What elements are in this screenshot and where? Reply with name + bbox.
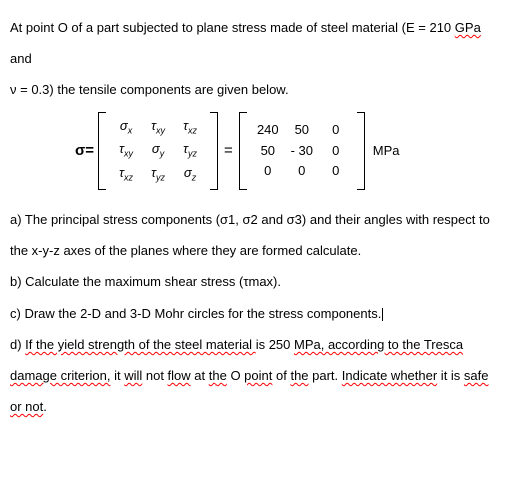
sym-11: σy — [142, 139, 174, 162]
sym-20: τxz — [110, 163, 142, 186]
equals-sign: = — [218, 143, 239, 160]
question-d-line3: or not. — [10, 391, 502, 422]
num-12: 0 — [319, 141, 353, 161]
num-00: 240 — [251, 120, 285, 140]
num-10: 50 — [251, 141, 285, 161]
numeric-matrix: 240 50 0 50 - 30 0 0 0 0 — [247, 116, 357, 185]
num-20: 0 — [251, 161, 285, 181]
text-cursor — [382, 308, 383, 321]
sym-01: τxy — [142, 116, 174, 139]
gpa-text: GPa — [455, 20, 481, 35]
num-21: 0 — [285, 161, 319, 181]
intro-line1b: and — [10, 51, 32, 66]
question-a-line2: the x-y-z axes of the planes where they … — [10, 235, 502, 266]
num-02: 0 — [319, 120, 353, 140]
sym-22: σz — [174, 163, 206, 186]
right-bracket-2 — [357, 112, 365, 190]
left-bracket-2 — [239, 112, 247, 190]
stress-matrix-equation: σ= σx τxy τxz τxy σy τyz τxz τyz σz = 24… — [10, 112, 502, 190]
intro-line1a: At point O of a part subjected to plane … — [10, 20, 455, 35]
question-d-line1: d) If the yield strength of the steel ma… — [10, 329, 502, 360]
question-b: b) Calculate the maximum shear stress (τ… — [10, 266, 502, 297]
sym-10: τxy — [110, 139, 142, 162]
num-11: - 30 — [285, 141, 319, 161]
intro-line2: ν = 0.3) the tensile components are give… — [10, 74, 502, 105]
sigma-equals: σ= — [75, 143, 98, 160]
num-01: 50 — [285, 120, 319, 140]
question-a-line1: a) The principal stress components (σ1, … — [10, 204, 502, 235]
sym-02: τxz — [174, 116, 206, 139]
intro-paragraph: At point O of a part subjected to plane … — [10, 12, 502, 74]
matrix-unit: MPa — [365, 144, 400, 158]
right-bracket-1 — [210, 112, 218, 190]
left-bracket-1 — [98, 112, 106, 190]
symbolic-matrix: σx τxy τxz τxy σy τyz τxz τyz σz — [106, 112, 210, 190]
num-22: 0 — [319, 161, 353, 181]
question-c: c) Draw the 2-D and 3-D Mohr circles for… — [10, 298, 502, 329]
question-d-line2: damage criterion, it will not flow at th… — [10, 360, 502, 391]
sym-00: σx — [110, 116, 142, 139]
sym-21: τyz — [142, 163, 174, 186]
sym-12: τyz — [174, 139, 206, 162]
